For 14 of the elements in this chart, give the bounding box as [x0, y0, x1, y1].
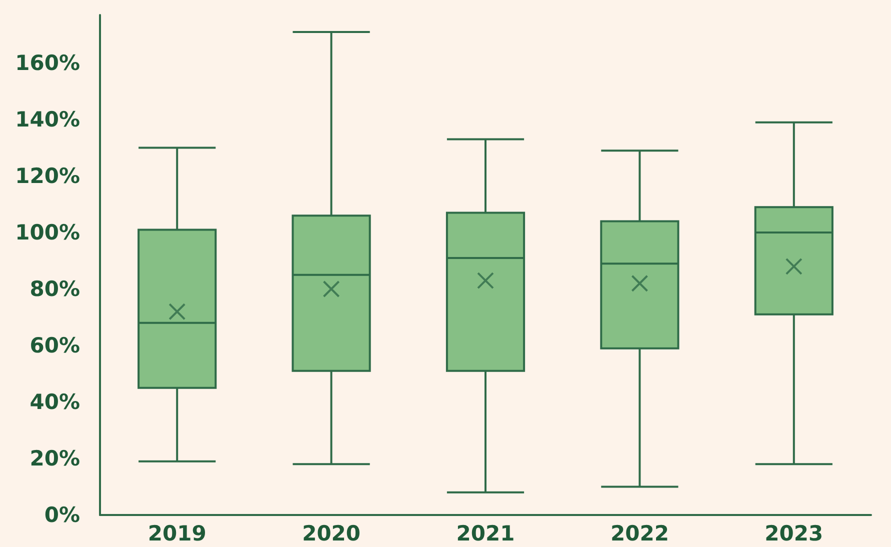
x-tick-label: 2019: [148, 522, 206, 546]
y-tick-label: 40%: [30, 390, 80, 414]
y-tick-label: 160%: [15, 51, 80, 76]
y-tick-label: 120%: [15, 164, 80, 188]
y-tick-label: 20%: [30, 446, 80, 471]
y-tick-label: 0%: [44, 503, 80, 527]
y-tick-label: 140%: [15, 108, 80, 132]
x-tick-label: 2022: [610, 522, 669, 546]
x-tick-label: 2020: [302, 522, 361, 546]
y-tick-label: 60%: [30, 334, 80, 358]
x-tick-label: 2023: [764, 522, 824, 546]
x-tick-label: 2021: [456, 522, 515, 546]
y-tick-label: 80%: [30, 277, 80, 302]
y-tick-label: 100%: [15, 220, 80, 245]
